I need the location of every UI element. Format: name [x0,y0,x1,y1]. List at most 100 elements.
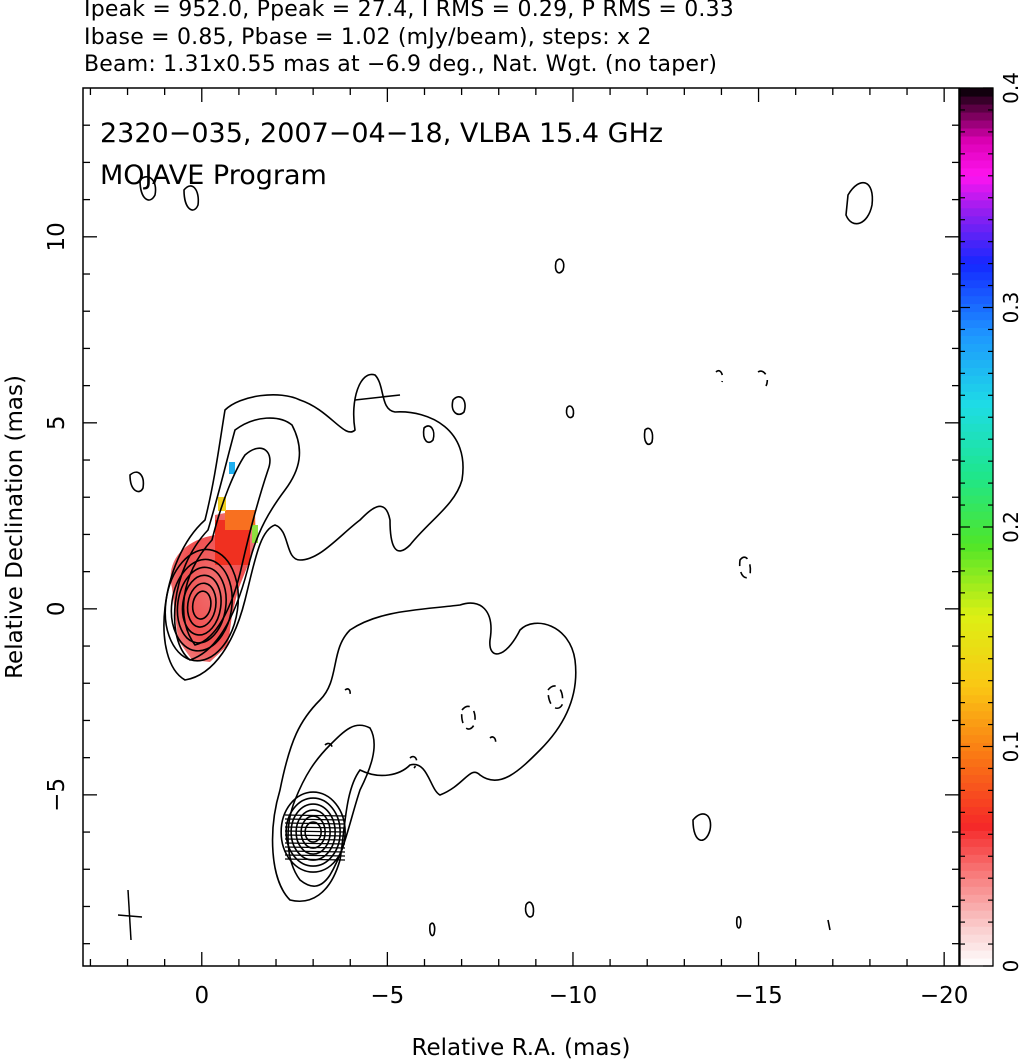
colorbar-band [960,183,993,193]
colorbar-band [960,646,993,656]
colorbar-band [960,606,993,616]
colorbar-band [960,167,993,177]
colorbar-band [960,894,993,903]
colorbar-band [960,918,993,927]
colorbar-band [960,463,993,472]
colorbar-band [960,614,993,624]
x-tick-label: −10 [549,983,598,1009]
colorbar-band [960,399,993,408]
colorbar-band [960,862,993,871]
colorbar-band [960,351,993,360]
colorbar-band [960,503,993,512]
colorbar-band [960,886,993,895]
negative-contour [757,370,769,387]
jet-contour [451,396,466,416]
polarization-vector [284,854,346,857]
colorbar-band [960,550,993,560]
colorbar-tick-label: 0.4 [999,72,1022,104]
colorbar-band [960,111,993,121]
x-tick-label: −5 [370,983,404,1009]
colorbar-band [960,215,993,225]
polarization-vector [284,818,346,821]
colorbar-band [960,902,993,911]
colorbar-band [960,367,993,376]
negative-contour [324,742,333,753]
jet-contour [183,185,200,211]
colorbar-band [960,88,993,97]
colorbar-band [960,822,993,831]
colorbar-band [960,455,993,464]
core-contour [186,582,217,628]
polarization-vector [284,830,346,833]
colorbar-tick-label: 0.1 [999,731,1022,763]
jet-contour [692,813,712,841]
colorbar-band [960,391,993,400]
colorbar-band [960,263,993,273]
colorbar-band [960,191,993,201]
negative-contour [489,736,497,747]
colorbar-band [960,838,993,847]
colorbar-band [960,702,993,712]
colorbar-band [960,359,993,368]
jet-contour [554,258,565,274]
jet-contour [354,394,401,401]
negative-contour [460,705,476,730]
jet-contour [173,417,301,661]
colorbar-band [960,439,993,448]
secondary-contour [280,791,346,873]
polarization-vector [284,826,346,829]
colorbar-band [960,790,993,799]
header-base-line: Ibase = 0.85, Pbase = 1.02 (mJy/beam), s… [84,25,652,50]
negative-contour [738,556,752,579]
colorbar-band [960,127,993,137]
colorbar-band [960,910,993,919]
colorbar-band [960,622,993,632]
colorbar-band [960,566,993,576]
colorbar-band [960,327,993,337]
colorbar-band [960,95,993,105]
jet-contour [565,405,575,419]
colorbar-band [960,766,993,776]
header-peak-line: Ipeak = 952.0, Ppeak = 27.4, I RMS = 0.2… [84,0,734,22]
colorbar-tick-label: 0 [999,960,1022,973]
colorbar-band [960,271,993,281]
colorbar-band [960,958,993,967]
colorbar-band [960,582,993,592]
core-contour [191,590,212,620]
header-beam-line: Beam: 1.31x0.55 mas at −6.9 deg., Nat. W… [84,52,718,77]
polarization-vector [284,814,346,817]
colorbar-band [960,527,993,536]
x-tick-label: −15 [734,983,783,1009]
colorbar-band [960,519,993,528]
colorbar-band [960,415,993,424]
jet-contour [422,425,435,444]
colorbar-band [960,638,993,648]
colorbar-band [960,814,993,823]
negative-contour [409,755,418,769]
colorbar-band [960,511,993,520]
core-contour [176,566,227,644]
colorbar-band [960,854,993,863]
colorbar-band [960,950,993,959]
colorbar-band [960,447,993,456]
colorbar-band [960,407,993,416]
colorbar-band [960,694,993,704]
colorbar-band [960,726,993,736]
intensity-contours [129,176,874,937]
colorbar-band [960,375,993,384]
colorbar-band [960,942,993,951]
colorbar-band [960,423,993,432]
colorbar-tick-label: 0.3 [999,292,1022,324]
y-tick-label: 0 [44,602,70,617]
colorbar-band [960,471,993,480]
colorbar-band [960,926,993,935]
colorbar-band [960,479,993,488]
colorbar-band [960,758,993,768]
axis-ticks [83,88,959,966]
jet-contour [429,922,436,937]
colorbar-band [960,247,993,257]
colorbar-band [960,343,993,352]
jet-contour [845,181,874,225]
colorbar-band [960,303,993,313]
colorbar-band [960,598,993,608]
